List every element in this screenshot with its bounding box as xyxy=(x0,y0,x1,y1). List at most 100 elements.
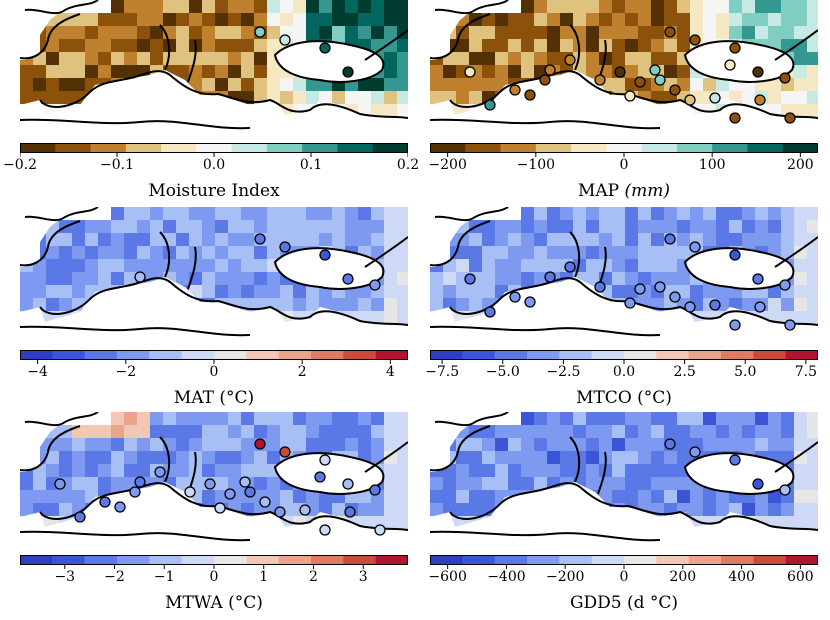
site-marker xyxy=(784,319,796,331)
site-marker xyxy=(342,273,354,285)
map-grid-mtwa xyxy=(20,412,408,552)
colorbar-segment xyxy=(656,555,690,564)
colorbar-segment xyxy=(462,350,496,359)
colorbar-segment xyxy=(149,555,183,564)
colorbar-segment xyxy=(624,555,657,564)
map-grid-moisture xyxy=(20,0,408,140)
site-marker xyxy=(709,92,721,104)
site-marker xyxy=(594,281,606,293)
panel-mtwa: −3 −2 −1 0 1 2 3 MTWA (°C) xyxy=(20,412,410,613)
colorbar-segment xyxy=(641,143,678,152)
site-marker xyxy=(784,112,796,124)
site-marker xyxy=(464,66,476,78)
tick-label: −400 xyxy=(487,569,526,585)
colorbar-segment xyxy=(375,350,408,359)
colorbar-segment xyxy=(266,143,303,152)
colorbar-segment xyxy=(372,143,408,152)
colorbar-segment xyxy=(712,143,748,152)
site-marker xyxy=(369,279,381,291)
site-marker xyxy=(779,279,791,291)
site-marker xyxy=(279,241,291,253)
site-marker xyxy=(654,74,666,86)
site-marker xyxy=(729,42,741,54)
colorbar-segment xyxy=(231,143,268,152)
colorbar-segment xyxy=(117,555,150,564)
colorbar-segment xyxy=(747,143,784,152)
colorbar-segment xyxy=(161,143,197,152)
site-marker xyxy=(689,446,701,458)
panel-mtco: −7.5 −5.0 −2.5 0.0 2.5 5.0 7.5 MTCO (°C) xyxy=(425,207,820,408)
colorbar-segment xyxy=(181,555,215,564)
colorbar-segment xyxy=(343,555,377,564)
site-marker xyxy=(752,66,764,78)
colorbar-segment xyxy=(782,143,818,152)
site-marker xyxy=(634,76,646,88)
colorbar-segment xyxy=(55,143,92,152)
tick-label: −4 xyxy=(27,364,48,380)
site-marker xyxy=(184,486,196,498)
tick-label: 7.5 xyxy=(794,364,818,380)
tick-label: 2 xyxy=(309,569,318,585)
colorbar-segment xyxy=(20,350,53,359)
colorbar-segment xyxy=(559,350,593,359)
site-marker xyxy=(484,306,496,318)
colorbar-segment xyxy=(753,555,787,564)
site-marker xyxy=(684,301,696,313)
tick-label: −600 xyxy=(428,569,467,585)
site-marker xyxy=(239,476,251,488)
colorbar-segment xyxy=(311,555,344,564)
site-marker xyxy=(634,283,646,295)
site-marker xyxy=(279,34,291,46)
tick-label: 4 xyxy=(385,364,395,380)
site-marker xyxy=(649,64,661,76)
tick-label: −1 xyxy=(153,569,175,585)
colorbar-segment xyxy=(430,350,463,359)
colorbar-segment xyxy=(500,143,537,152)
colorbar-segment xyxy=(606,143,643,152)
panel-mat: −4 −2 0 2 4 MAT (°C) xyxy=(20,207,410,408)
colorbar-segment xyxy=(688,350,722,359)
colorbar-segment xyxy=(117,350,150,359)
tick-label: −3 xyxy=(54,569,76,585)
site-marker xyxy=(99,496,111,508)
colorbar-segment xyxy=(278,350,312,359)
colorbar-segment xyxy=(311,350,344,359)
colorbar-segment xyxy=(246,555,280,564)
panel-title: MAP (mm) xyxy=(577,181,671,201)
site-marker xyxy=(259,496,271,508)
colorbar-segment xyxy=(430,143,466,152)
map-grid-mtco xyxy=(430,207,818,347)
colorbar-segment xyxy=(571,143,607,152)
site-marker xyxy=(74,511,86,523)
colorbar-segment xyxy=(527,350,560,359)
tick-label: −200 xyxy=(545,569,585,585)
panel-moisture-index: −0.2 −0.1 0.0 0.1 0.2 Moisture Index xyxy=(3,0,419,201)
tick-label: 3 xyxy=(358,569,368,585)
site-marker xyxy=(614,66,626,78)
panel-title: MAT (°C) xyxy=(173,388,255,408)
colorbar-segment xyxy=(149,350,183,359)
site-marker xyxy=(374,524,386,536)
site-marker xyxy=(664,233,676,245)
site-marker xyxy=(274,506,286,518)
colorbar-segment xyxy=(52,350,86,359)
colorbar-segment xyxy=(785,350,818,359)
site-marker xyxy=(134,271,146,283)
site-marker xyxy=(464,273,476,285)
site-marker xyxy=(319,454,331,466)
tick-label: 0 xyxy=(619,157,629,173)
site-marker xyxy=(779,72,791,84)
site-marker xyxy=(654,281,666,293)
colorbar-segment xyxy=(527,555,560,564)
tick-label: 600 xyxy=(786,569,814,585)
tick-label: −0.2 xyxy=(3,157,37,173)
tick-label: 0.1 xyxy=(299,157,323,173)
panel-title: MTWA (°C) xyxy=(165,593,263,613)
site-marker xyxy=(779,484,791,496)
panel-gdd5: −600 −400 −200 0 200 400 600 GDD5 (d °C) xyxy=(428,412,820,613)
site-marker xyxy=(754,301,766,313)
tick-label: 1 xyxy=(259,569,269,585)
site-marker xyxy=(684,94,696,106)
colorbar-segment xyxy=(721,555,754,564)
colorbar-segment xyxy=(785,555,818,564)
